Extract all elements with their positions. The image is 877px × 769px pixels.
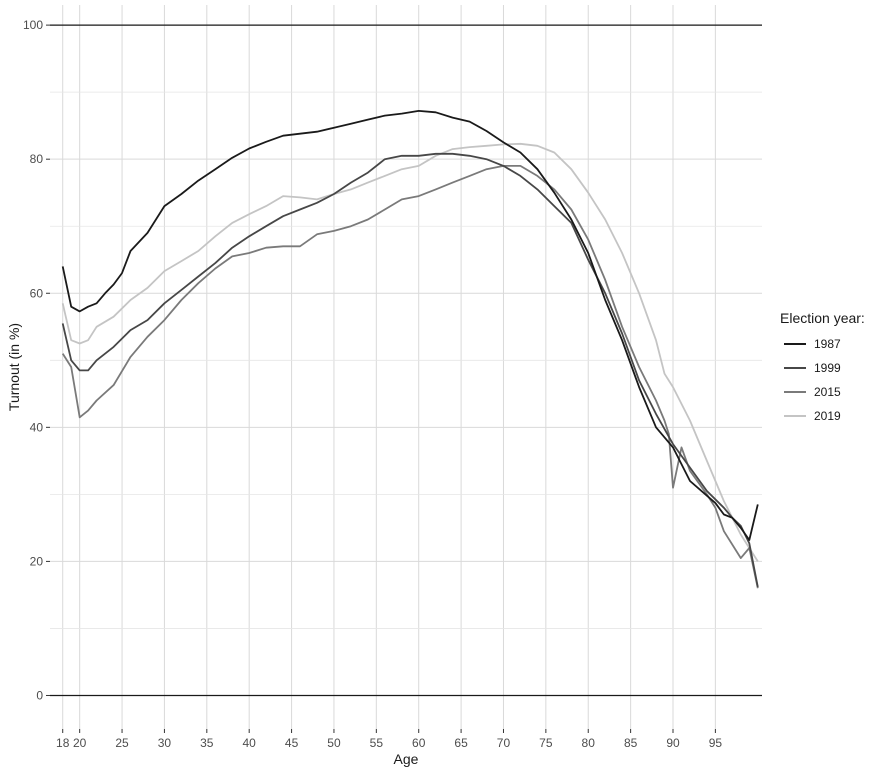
x-tick-label: 70 — [497, 736, 511, 750]
series-line-1987 — [61, 110, 759, 541]
series-line-2015 — [61, 165, 759, 589]
y-tick-label: 40 — [30, 420, 44, 434]
series-line-1999 — [61, 152, 759, 588]
x-tick-label: 90 — [666, 736, 680, 750]
x-tick-label: 25 — [115, 736, 129, 750]
y-axis-ticks: 0 20 40 60 80 100 — [23, 18, 50, 702]
legend-title: Election year: — [780, 310, 865, 326]
reference-lines — [50, 24, 762, 697]
y-axis-title: Turnout (in %) — [6, 323, 22, 411]
x-tick-label: 20 — [73, 736, 87, 750]
x-tick-label: 40 — [243, 736, 257, 750]
x-tick-label: 95 — [709, 736, 723, 750]
y-tick-label: 20 — [30, 554, 44, 568]
legend-label-1987: 1987 — [814, 337, 841, 351]
legend-label-2015: 2015 — [814, 385, 841, 399]
y-tick-label: 80 — [30, 152, 44, 166]
x-tick-label: 35 — [200, 736, 214, 750]
legend-label-1999: 1999 — [814, 361, 841, 375]
x-tick-label: 18 — [56, 736, 70, 750]
x-axis-title: Age — [394, 751, 419, 767]
legend: Election year: 1987 1999 2015 2019 — [780, 310, 865, 423]
x-tick-label: 60 — [412, 736, 426, 750]
x-tick-label: 65 — [454, 736, 468, 750]
x-tick-label: 45 — [285, 736, 299, 750]
series-lines — [61, 110, 759, 589]
legend-label-2019: 2019 — [814, 409, 841, 423]
series-line-2019 — [61, 142, 759, 562]
y-tick-label: 0 — [36, 688, 43, 702]
x-tick-label: 30 — [158, 736, 172, 750]
x-tick-label: 80 — [582, 736, 596, 750]
y-tick-label: 100 — [23, 18, 43, 32]
x-tick-label: 50 — [327, 736, 341, 750]
x-tick-label: 75 — [539, 736, 553, 750]
x-tick-label: 55 — [370, 736, 384, 750]
y-tick-label: 60 — [30, 286, 44, 300]
x-tick-label: 85 — [624, 736, 638, 750]
x-axis-ticks: 18 20 25 30 35 40 45 50 55 60 65 70 75 80 85 90 95 — [56, 729, 722, 750]
